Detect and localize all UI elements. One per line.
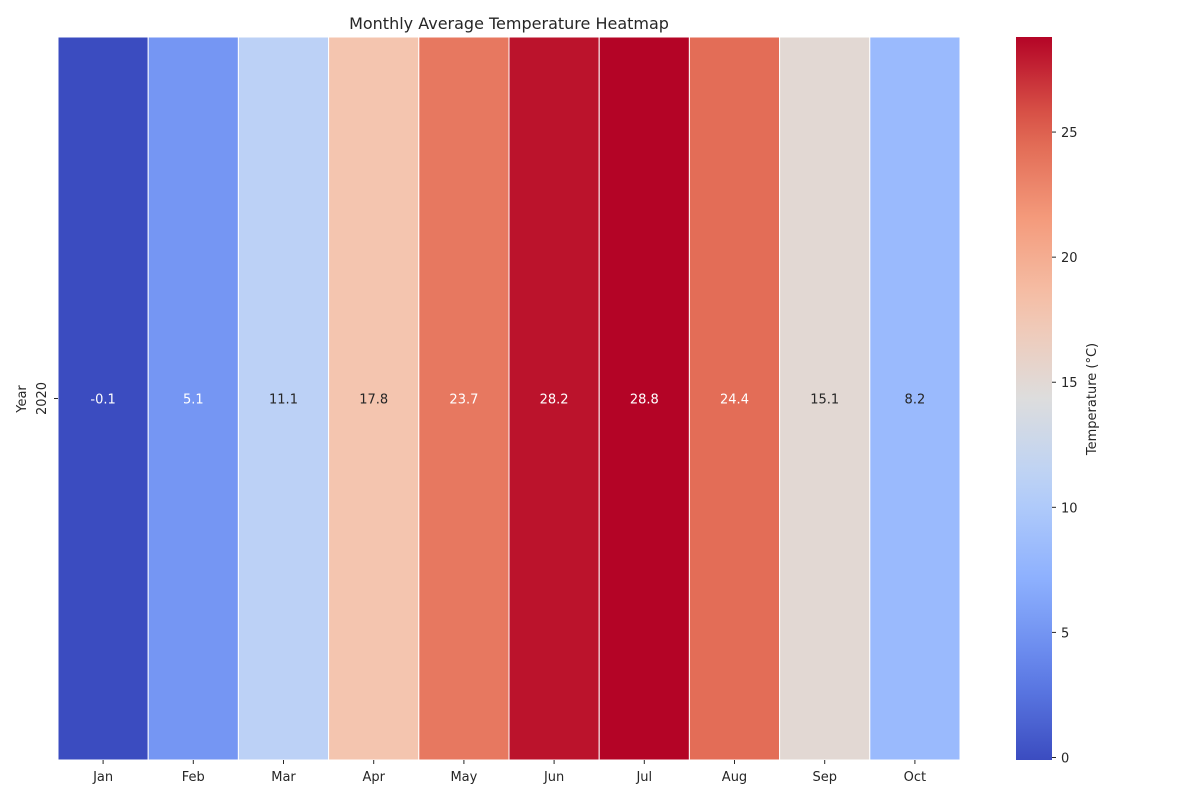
x-tick-label: Aug [722,770,747,785]
x-tick-label: Mar [271,770,296,785]
cell-value-label: 17.8 [359,393,388,408]
cell-value-label: -0.1 [90,393,115,408]
heatmap-cell-feb [147,36,239,761]
x-axis-ticks: Jan Feb Mar Apr May Jun Jul Aug Sep Oct [92,760,926,785]
cell-value-label: 28.8 [630,393,659,408]
x-tick-label: Jul [635,770,652,785]
cell-value-label: 23.7 [449,393,478,408]
heatmap-cell-aug [688,36,781,761]
colorbar-tick-label: 0 [1061,751,1069,766]
heatmap-cell-jul [598,36,690,761]
x-tick-label: Apr [362,770,385,785]
colorbar-label: Temperature (°C) [1085,343,1100,456]
cell-value-label: 15.1 [810,393,839,408]
colorbar-gradient [1016,37,1052,760]
x-tick-label: May [450,770,477,785]
heatmap-cell-oct [869,36,961,761]
cell-value-label: 8.2 [905,393,926,408]
x-tick-label: Oct [904,770,926,785]
chart-title: Monthly Average Temperature Heatmap [349,14,669,33]
heatmap-cell-may [418,36,510,761]
colorbar-tick-label: 15 [1061,376,1078,391]
cell-annotations: -0.1 5.1 11.1 17.8 23.7 28.2 28.8 24.4 15.1 8.2 [90,393,925,408]
y-axis-label: Year [15,385,30,414]
y-tick-label: 2020 [35,382,50,415]
cell-value-label: 28.2 [540,393,569,408]
heatmap-cell-jun [508,36,600,761]
heatmap-cell-apr [328,36,420,761]
x-tick-label: Feb [182,770,205,785]
colorbar-tick-label: 25 [1061,126,1078,141]
cell-value-label: 5.1 [183,393,204,408]
x-tick-label: Jan [92,770,113,785]
cell-value-label: 24.4 [720,393,749,408]
colorbar-tick-label: 10 [1061,501,1078,516]
heatmap-cells [57,36,961,761]
cell-value-label: 11.1 [269,393,298,408]
x-tick-label: Sep [812,770,837,785]
colorbar-tick-label: 5 [1061,626,1069,641]
colorbar: 0 5 10 15 20 25 [1016,37,1078,766]
x-tick-label: Jun [543,770,564,785]
heatmap-cell-mar [237,36,330,761]
y-axis-ticks: 2020 [35,382,58,415]
colorbar-tick-label: 20 [1061,251,1078,266]
heatmap-cell-jan [57,36,149,761]
